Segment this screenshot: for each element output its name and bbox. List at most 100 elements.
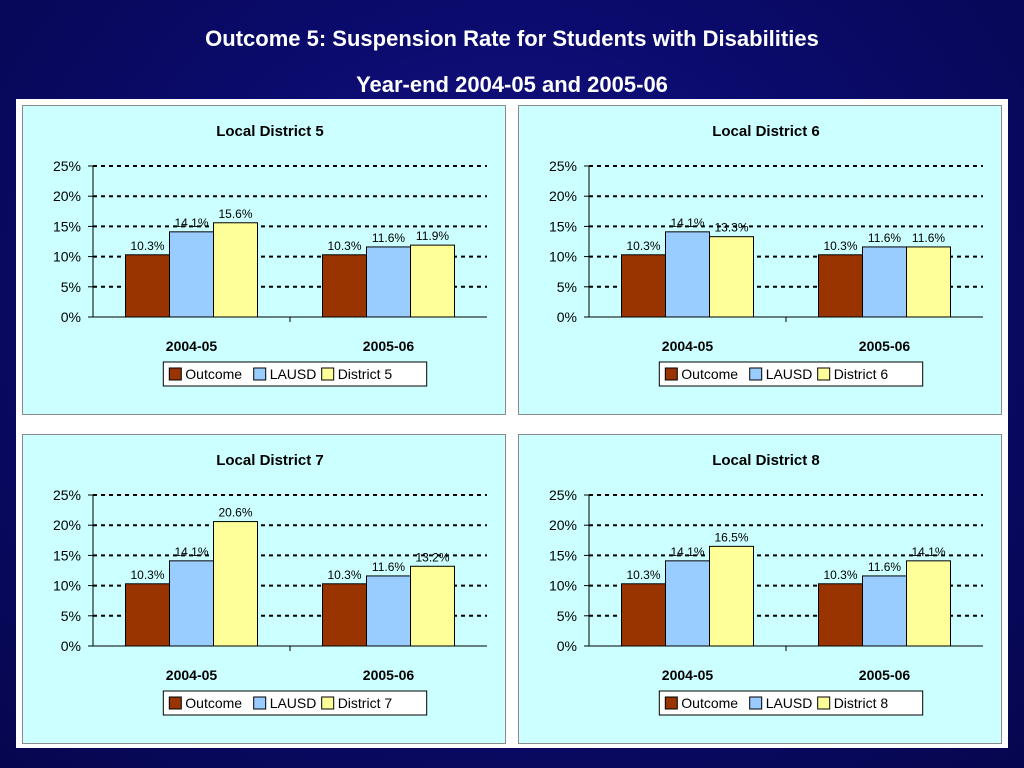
chart-title: Local District 6: [712, 123, 820, 140]
x-category-label: 2005-06: [859, 667, 911, 683]
y-tick-label: 25%: [53, 487, 81, 503]
y-tick-label: 25%: [53, 158, 81, 174]
data-label: 14.1%: [911, 545, 945, 559]
legend-label: Outcome: [185, 695, 242, 711]
bar-district-7: [213, 521, 258, 647]
bar-lausd: [169, 231, 214, 318]
y-tick-label: 20%: [549, 188, 577, 204]
bar-district-7: [410, 565, 455, 647]
legend: Outcome LAUSD District 8: [658, 690, 924, 716]
y-tick-label: 10%: [53, 249, 81, 265]
data-label: 13.2%: [415, 550, 449, 564]
bar-district-6: [709, 236, 754, 318]
bar-outcome: [125, 254, 170, 318]
legend-label: Outcome: [681, 366, 738, 382]
bar-outcome: [322, 583, 367, 647]
legend-label: District 5: [338, 366, 393, 382]
y-tick-label: 15%: [53, 218, 81, 234]
legend-swatch: [749, 696, 763, 710]
data-label: 11.6%: [372, 231, 405, 245]
legend-swatch: [253, 367, 267, 381]
legend-box: [658, 361, 924, 387]
y-tick-label: 25%: [549, 487, 577, 503]
y-tick-label: 15%: [549, 547, 577, 563]
bar-outcome: [621, 254, 666, 318]
legend-swatch: [664, 696, 678, 710]
chart-panel-district-8: Local District 8 0% 5% 10% 15% 20% 25% 10.3% 14.…: [518, 434, 1002, 744]
y-tick-label: 0%: [61, 309, 81, 325]
bar-lausd: [862, 246, 907, 318]
data-label: 11.6%: [868, 231, 901, 245]
y-tick-label: 5%: [61, 608, 81, 624]
x-category-label: 2004-05: [166, 338, 218, 354]
data-label: 11.6%: [372, 560, 405, 574]
legend-swatch: [749, 367, 763, 381]
bar-outcome: [818, 254, 863, 318]
data-label: 13.3%: [714, 221, 748, 235]
chart-district-6: Local District 6 0% 5% 10% 15% 20% 25% 10.3% 14.…: [549, 123, 983, 387]
bar-district-5: [213, 222, 258, 318]
legend-swatch: [321, 696, 335, 710]
chart-title: Local District 5: [216, 123, 324, 140]
legend-box: [162, 690, 428, 716]
x-category-label: 2005-06: [363, 338, 415, 354]
y-tick-label: 0%: [557, 309, 577, 325]
chart-panel-district-5: Local District 5 0% 5% 10% 15% 20% 25% 10.3% 14.…: [22, 105, 506, 415]
legend-label: District 8: [834, 695, 889, 711]
data-label: 16.5%: [714, 530, 748, 544]
chart-district-8: Local District 8 0% 5% 10% 15% 20% 25% 10.3% 14.…: [549, 452, 983, 716]
data-label: 10.3%: [327, 239, 361, 253]
bar-lausd: [665, 231, 710, 318]
legend: Outcome LAUSD District 6: [658, 361, 924, 387]
legend-swatch: [321, 367, 335, 381]
data-label: 10.3%: [130, 568, 164, 582]
data-label: 10.3%: [626, 568, 660, 582]
slide-title: Outcome 5: Suspension Rate for Students …: [205, 26, 819, 51]
legend: Outcome LAUSD District 5: [162, 361, 428, 387]
y-tick-label: 0%: [61, 638, 81, 654]
legend-label: LAUSD: [766, 366, 813, 382]
legend-swatch: [817, 696, 831, 710]
y-tick-label: 15%: [549, 218, 577, 234]
data-label: 10.3%: [823, 239, 857, 253]
bar-district-5: [410, 244, 455, 318]
legend-swatch: [168, 696, 182, 710]
bar-lausd: [169, 560, 214, 647]
x-category-label: 2005-06: [363, 667, 415, 683]
legend-label: LAUSD: [270, 695, 317, 711]
bar-outcome: [322, 254, 367, 318]
legend-label: Outcome: [185, 366, 242, 382]
chart-panel-district-6: Local District 6 0% 5% 10% 15% 20% 25% 10.3% 14.…: [518, 105, 1002, 415]
legend: Outcome LAUSD District 7: [162, 690, 428, 716]
data-label: 14.1%: [670, 545, 704, 559]
y-tick-label: 20%: [549, 517, 577, 533]
legend-swatch: [817, 367, 831, 381]
y-tick-label: 5%: [557, 279, 577, 295]
legend-box: [162, 361, 428, 387]
slide-subtitle: Year-end 2004-05 and 2005-06: [356, 72, 668, 97]
bar-lausd: [366, 246, 411, 318]
y-tick-label: 10%: [53, 578, 81, 594]
data-label: 10.3%: [626, 239, 660, 253]
chart-title: Local District 8: [712, 452, 820, 469]
data-label: 20.6%: [218, 506, 252, 520]
chart-district-7: Local District 7 0% 5% 10% 15% 20% 25% 10.3% 14.…: [53, 452, 487, 716]
y-tick-label: 0%: [557, 638, 577, 654]
chart-title: Local District 7: [216, 452, 324, 469]
legend-label: Outcome: [681, 695, 738, 711]
data-label: 15.6%: [218, 207, 252, 221]
y-tick-label: 20%: [53, 188, 81, 204]
data-label: 14.1%: [174, 545, 208, 559]
bar-outcome: [125, 583, 170, 647]
y-tick-label: 10%: [549, 578, 577, 594]
y-tick-label: 20%: [53, 517, 81, 533]
bar-outcome: [818, 583, 863, 647]
chart-district-5: Local District 5 0% 5% 10% 15% 20% 25% 10.3% 14.…: [53, 123, 487, 387]
chart-panel-district-7: Local District 7 0% 5% 10% 15% 20% 25% 10.3% 14.…: [22, 434, 506, 744]
legend-swatch: [664, 367, 678, 381]
bar-lausd: [366, 575, 411, 647]
x-category-label: 2004-05: [662, 667, 714, 683]
bar-district-8: [709, 545, 754, 647]
data-label: 11.9%: [416, 229, 449, 243]
x-category-label: 2005-06: [859, 338, 911, 354]
